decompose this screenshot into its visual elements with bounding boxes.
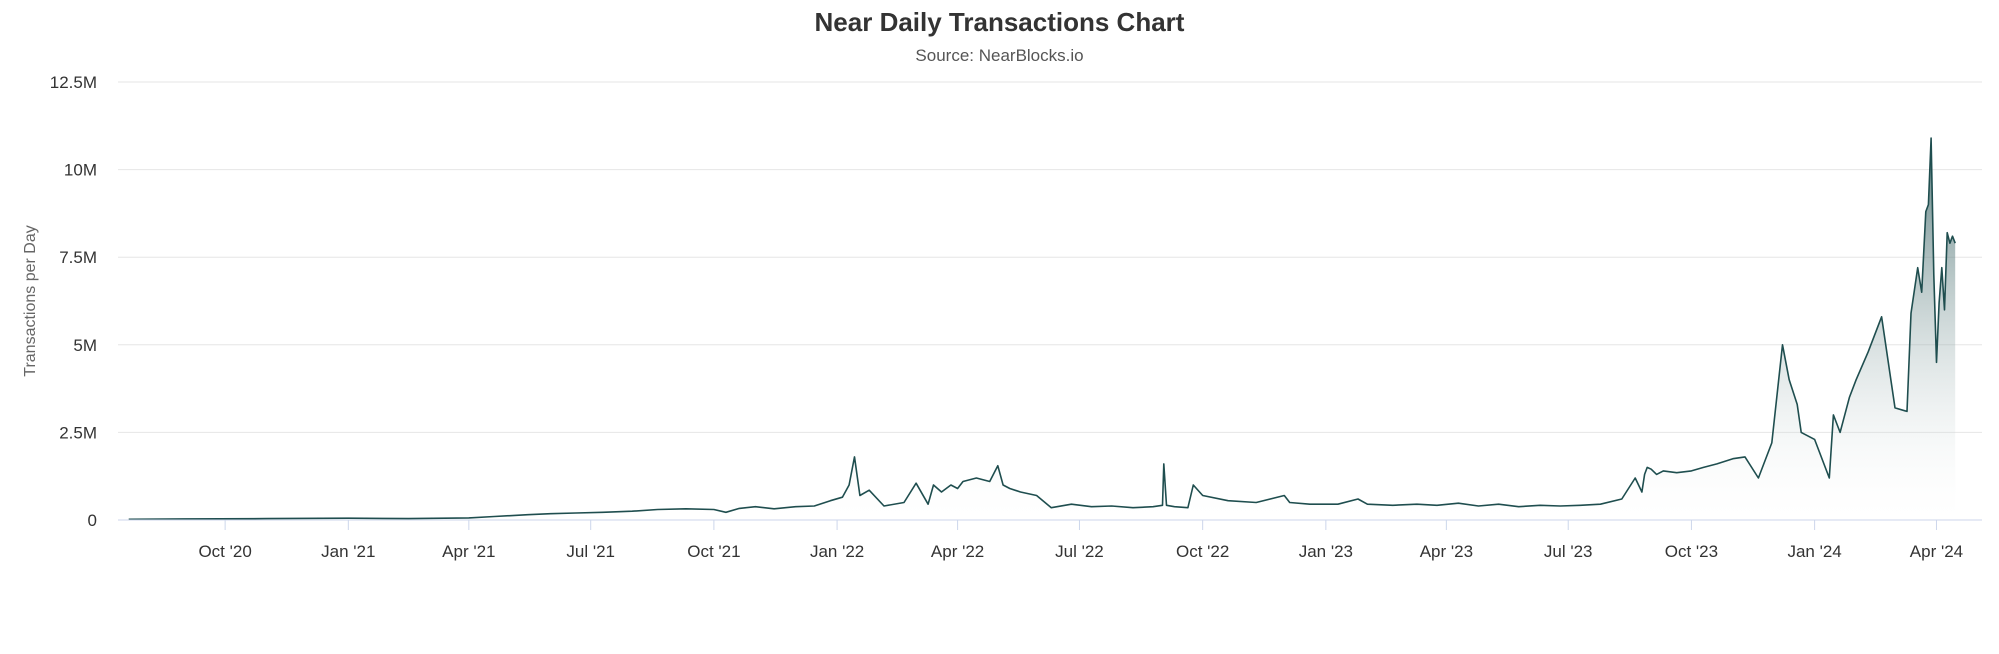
x-tick-label: Apr '24 [1910,542,1963,561]
y-axis-ticks: 0 2.5M 5M 7.5M 10M 12.5M [50,73,97,530]
series-area [128,137,1956,521]
series-area-fill [128,138,1956,520]
x-tick-label: Jan '22 [810,542,864,561]
x-tick-label: Apr '21 [442,542,495,561]
x-tick-label: Oct '20 [198,542,251,561]
x-tick-label: Apr '22 [931,542,984,561]
series-line [128,137,1956,521]
x-tick-label: Jan '24 [1787,542,1841,561]
x-tick-label: Oct '22 [1176,542,1229,561]
x-tick-label: Jul '22 [1055,542,1104,561]
y-tick-label: 0 [88,511,97,530]
x-tick-label: Jul '21 [566,542,615,561]
y-tick-label: 10M [64,161,97,180]
x-tick-label: Jul '23 [1544,542,1593,561]
y-tick-label: 5M [73,336,97,355]
chart-subtitle: Source: NearBlocks.io [915,46,1083,65]
y-axis-label: Transactions per Day [22,225,39,376]
x-tick-label: Oct '23 [1665,542,1718,561]
y-tick-label: 2.5M [59,423,97,442]
grid-lines [118,81,1982,433]
x-tick-label: Apr '23 [1420,542,1473,561]
x-tick-label: Jan '21 [321,542,375,561]
chart-title: Near Daily Transactions Chart [815,7,1185,37]
y-tick-label: 7.5M [59,248,97,267]
y-tick-label: 12.5M [50,73,97,92]
x-tick-label: Jan '23 [1299,542,1353,561]
x-tick-label: Oct '21 [687,542,740,561]
x-axis-ticks: Oct '20 Jan '21 Apr '21 Jul '21 Oct '21 Jan '… [198,520,1963,561]
